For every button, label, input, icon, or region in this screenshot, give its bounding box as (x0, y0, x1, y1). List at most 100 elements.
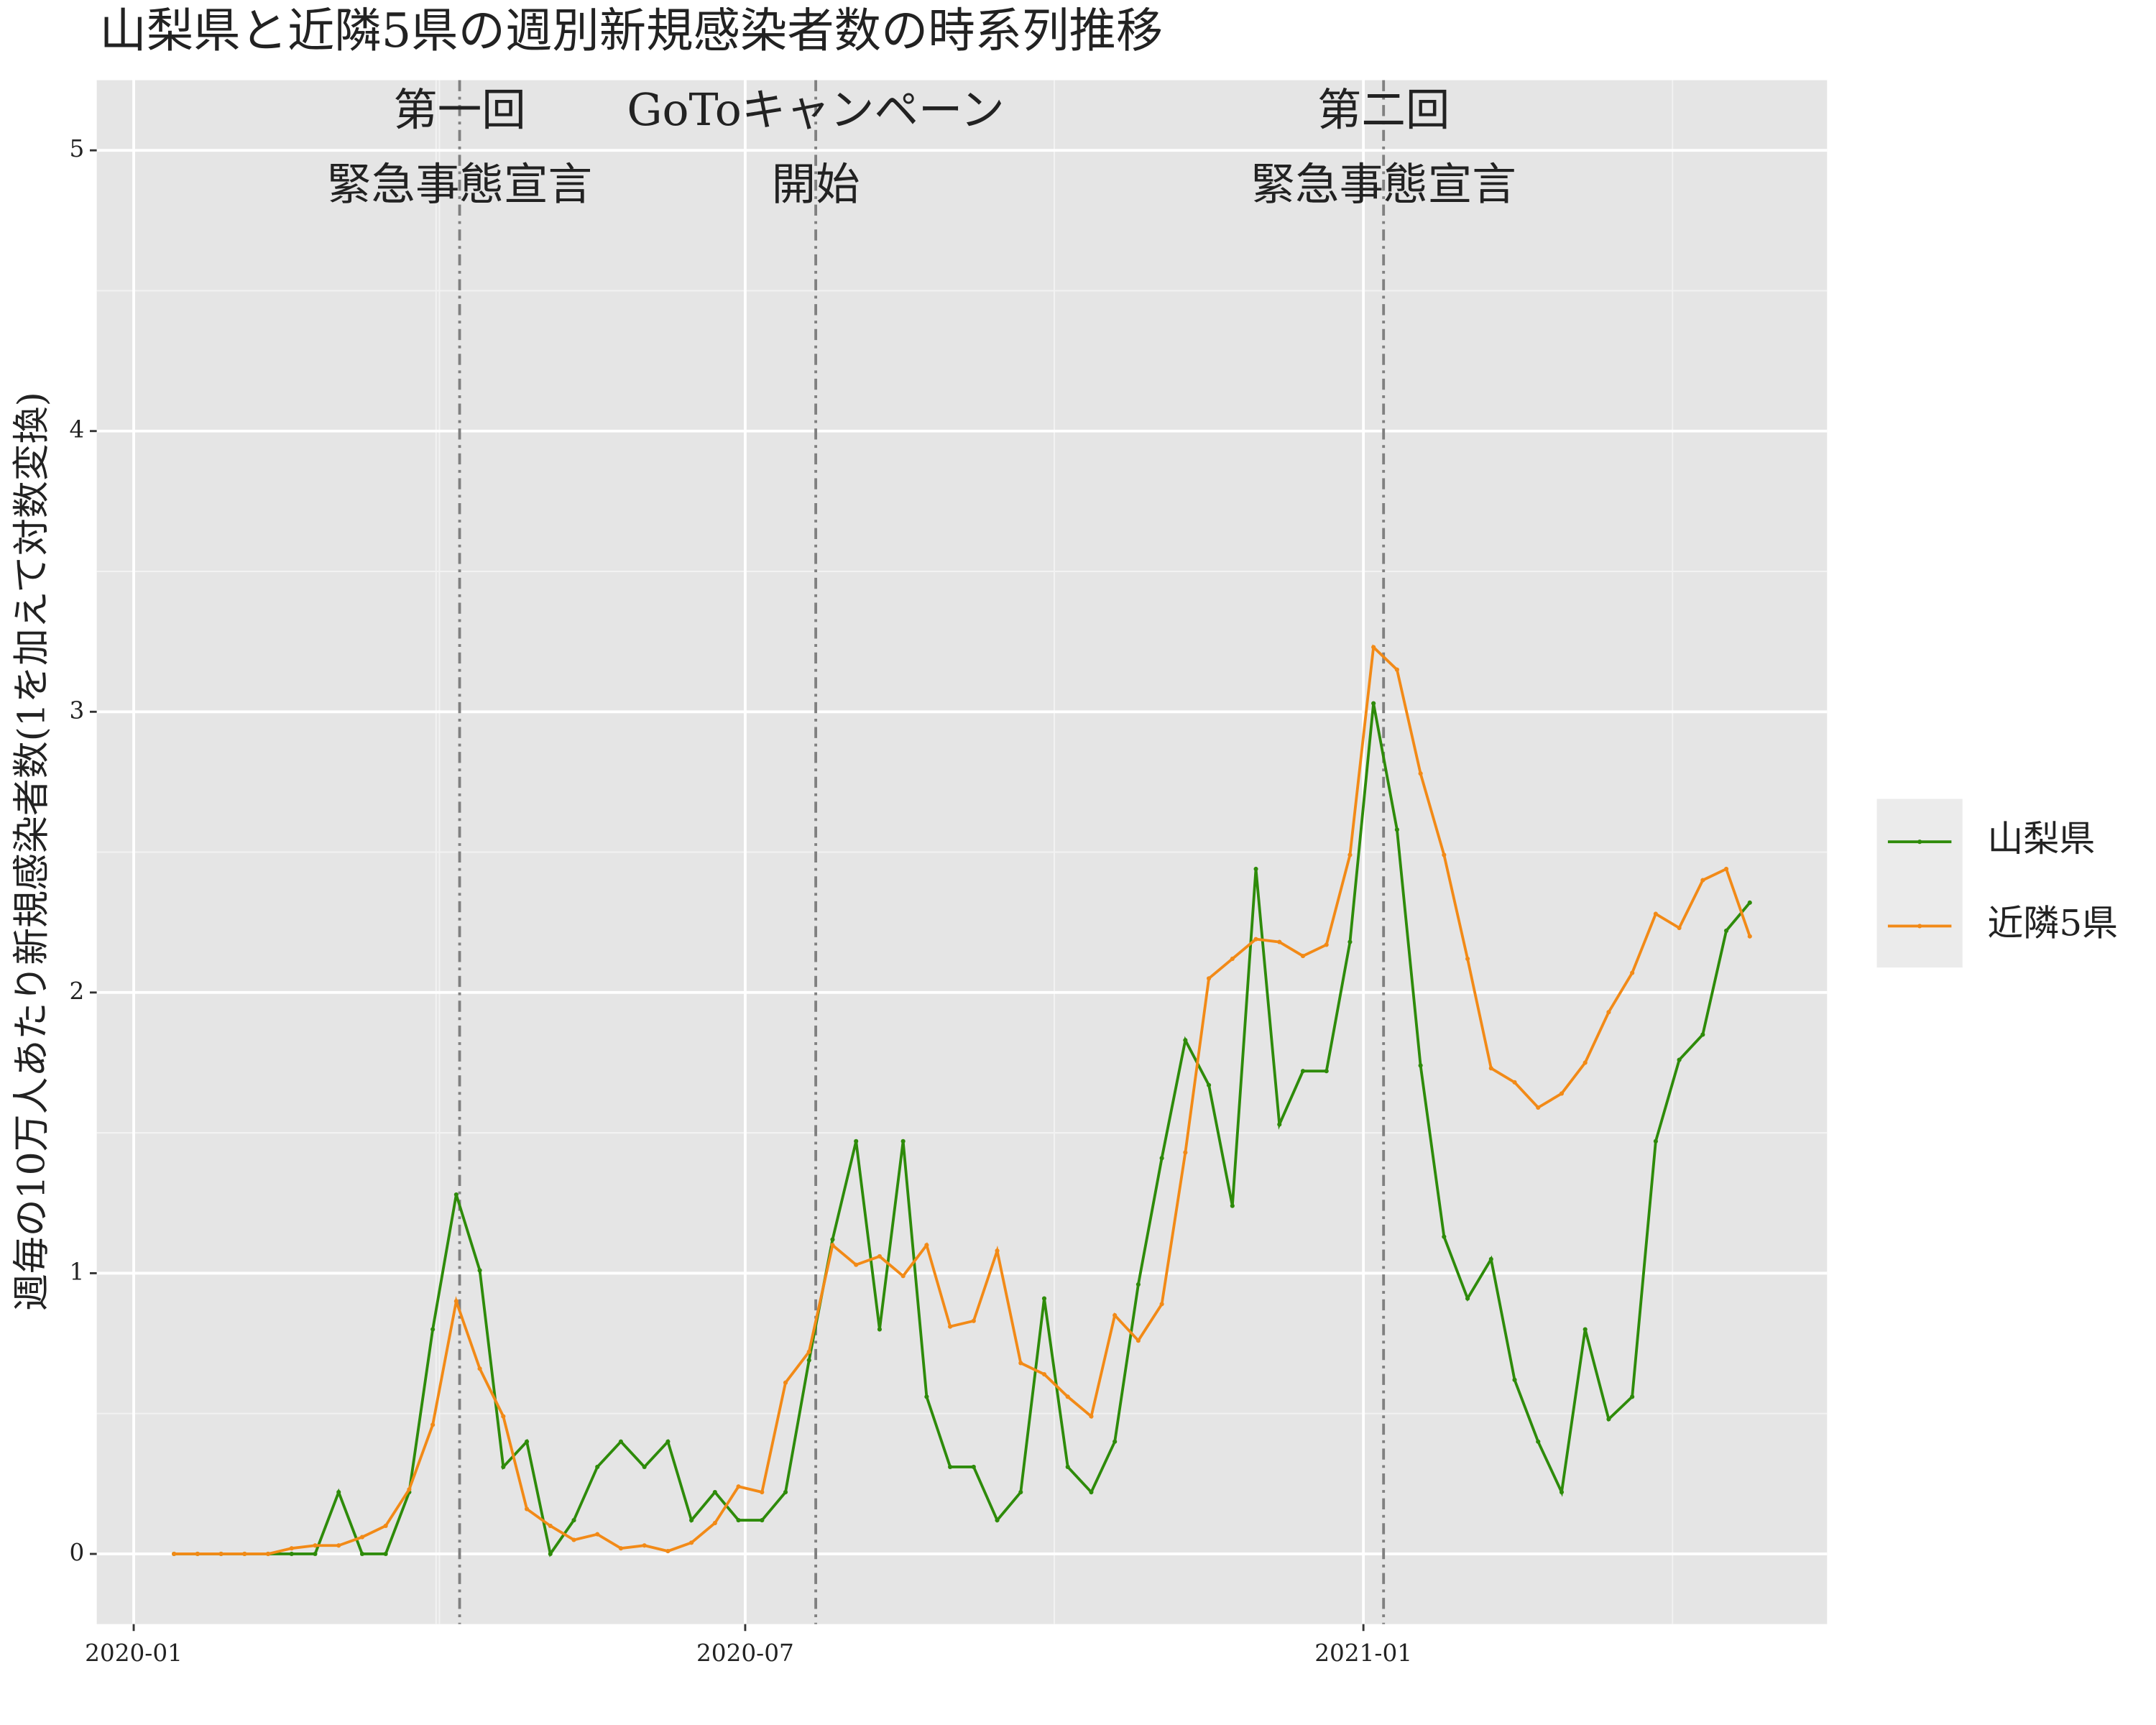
data-point (1559, 1489, 1565, 1495)
data-point (1465, 956, 1470, 962)
event-label: GoToキャンペーン (627, 84, 1004, 136)
data-point (854, 1262, 859, 1267)
data-point (242, 1551, 247, 1557)
data-point (501, 1414, 506, 1419)
data-point (1183, 1038, 1188, 1043)
data-point (1112, 1439, 1118, 1444)
data-point (595, 1464, 600, 1469)
data-point (642, 1543, 647, 1548)
data-point (195, 1551, 200, 1557)
y-tick-label: 4 (70, 416, 85, 443)
data-point (1512, 1080, 1517, 1085)
data-point (548, 1523, 553, 1528)
data-point (1112, 1312, 1118, 1318)
data-point (453, 1192, 459, 1197)
data-point (430, 1422, 436, 1427)
data-point (1230, 1203, 1235, 1208)
y-axis-label: 週毎の10万人あたり新規感染者数(1を加えて対数変換) (11, 392, 54, 1311)
data-point (1418, 1063, 1423, 1068)
data-point (407, 1487, 412, 1492)
event-label: 緊急事態宣言 (1251, 159, 1516, 211)
data-point (1277, 939, 1282, 944)
data-point (712, 1489, 717, 1495)
data-point (383, 1523, 388, 1528)
data-point (430, 1327, 436, 1332)
data-point (760, 1489, 765, 1495)
data-point (948, 1324, 953, 1329)
data-point (1630, 970, 1635, 975)
data-point (571, 1518, 576, 1523)
legend-box (1876, 799, 1963, 968)
event-label: 第二回 (1317, 84, 1450, 136)
data-point (1018, 1489, 1023, 1495)
data-point (877, 1254, 882, 1259)
data-point (783, 1380, 788, 1385)
data-point (618, 1439, 624, 1444)
data-point (1183, 1150, 1188, 1155)
data-point (806, 1349, 811, 1354)
x-tick-label: 2020-01 (85, 1639, 183, 1667)
data-point (359, 1535, 365, 1540)
data-point (1324, 1069, 1329, 1074)
y-tick-label: 2 (70, 978, 85, 1005)
data-point (618, 1546, 624, 1551)
data-point (1348, 852, 1353, 857)
data-point (336, 1543, 341, 1548)
data-point (1159, 1302, 1164, 1307)
data-point (900, 1138, 906, 1144)
data-point (924, 1394, 929, 1399)
legend-label: 山梨県 (1987, 818, 2095, 860)
data-point (1253, 937, 1258, 942)
data-point (289, 1551, 294, 1557)
data-point (1747, 900, 1752, 905)
data-point (313, 1543, 318, 1548)
data-point (1536, 1105, 1541, 1110)
data-point (313, 1551, 318, 1557)
data-point (477, 1366, 482, 1371)
data-point (830, 1243, 835, 1248)
data-point (689, 1540, 694, 1545)
data-point (524, 1439, 530, 1444)
data-point (1041, 1371, 1047, 1377)
event-label: 開始 (772, 159, 860, 211)
data-point (665, 1439, 671, 1444)
data-point (948, 1464, 953, 1469)
data-point (995, 1248, 1000, 1254)
data-point (1300, 954, 1306, 959)
data-point (1677, 1057, 1682, 1062)
data-point (1630, 1394, 1635, 1399)
data-point (712, 1520, 717, 1526)
data-point (1207, 1082, 1212, 1087)
series-line (174, 644, 1751, 1555)
data-point (1371, 645, 1376, 650)
data-point (1442, 852, 1447, 857)
data-point (830, 1237, 835, 1242)
data-point (1723, 928, 1729, 934)
data-point (877, 1327, 882, 1332)
y-tick-label: 1 (70, 1258, 85, 1285)
data-point (1700, 878, 1705, 883)
data-point (1488, 1256, 1493, 1261)
data-point (524, 1506, 530, 1512)
data-point (1018, 1361, 1023, 1366)
event-label: 第一回 (393, 84, 526, 136)
data-point (1277, 1122, 1282, 1127)
data-point (453, 1299, 459, 1304)
data-point (924, 1243, 929, 1248)
data-point (1723, 866, 1729, 872)
y-tick-label: 3 (70, 696, 85, 724)
data-point (1065, 1394, 1070, 1399)
data-point (1207, 976, 1212, 981)
data-point (1442, 1234, 1447, 1239)
data-point (760, 1518, 765, 1523)
data-point (1583, 1060, 1588, 1065)
data-point (571, 1537, 576, 1542)
data-point (265, 1551, 271, 1557)
data-point (1065, 1464, 1070, 1469)
data-point (1159, 1156, 1164, 1161)
data-point (736, 1484, 741, 1489)
data-point (665, 1548, 671, 1554)
data-point (1583, 1327, 1588, 1332)
data-point (336, 1489, 341, 1495)
